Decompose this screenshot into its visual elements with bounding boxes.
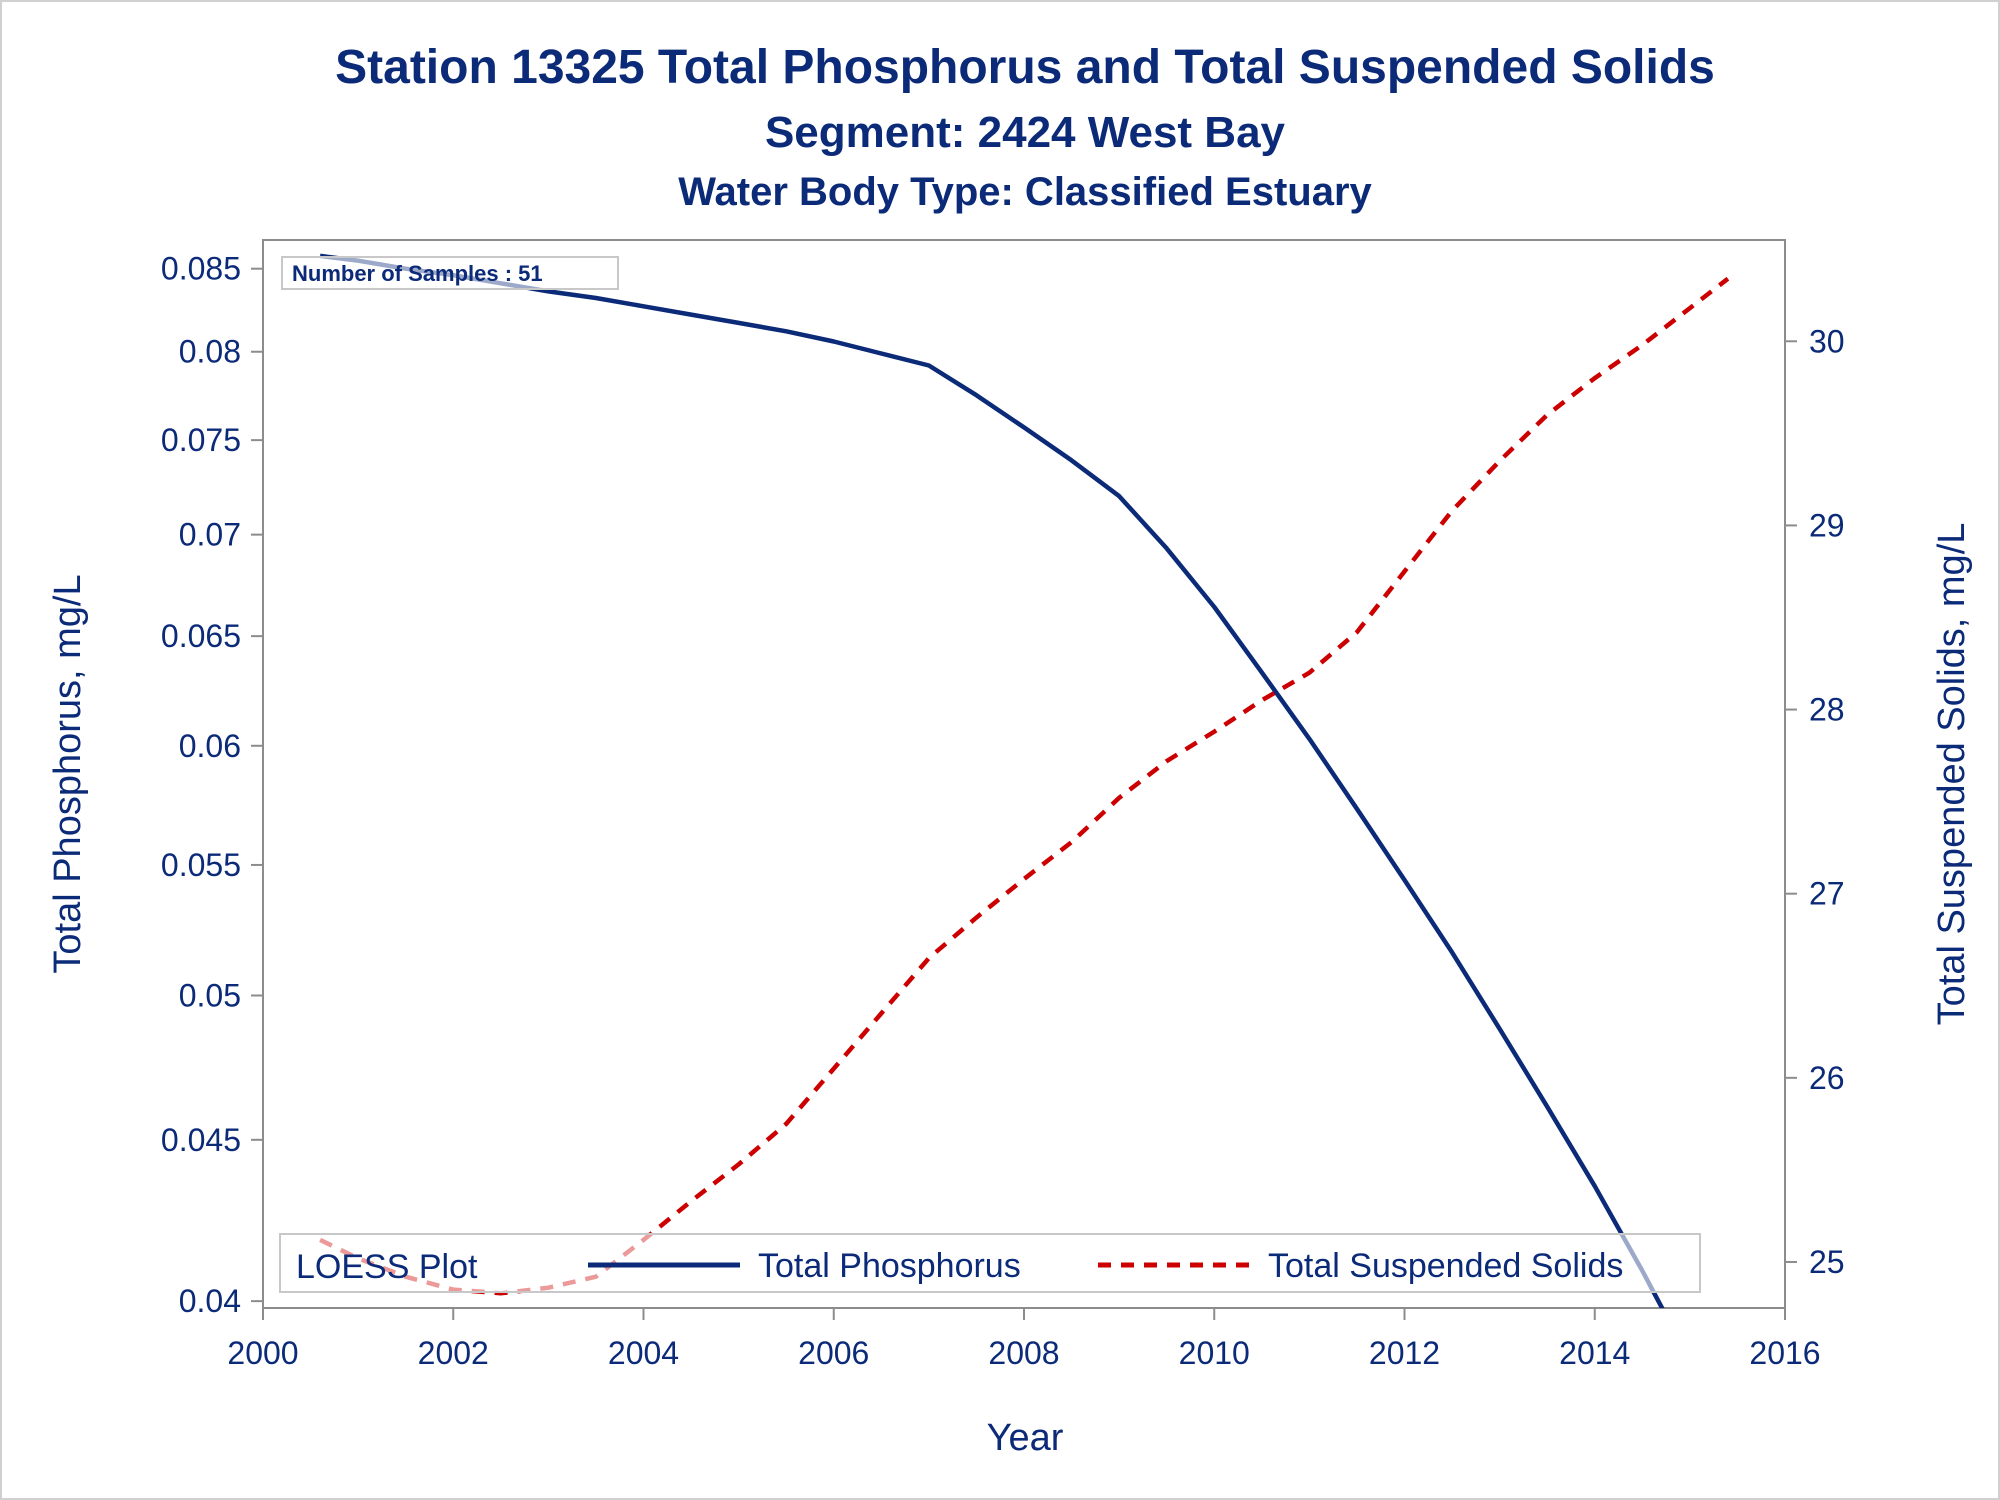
x-tick-label: 2000: [227, 1335, 298, 1371]
y2-tick-label: 27: [1809, 876, 1845, 912]
y2-tick-label: 25: [1809, 1244, 1845, 1280]
x-tick-label: 2002: [418, 1335, 489, 1371]
chart-title: Station 13325 Total Phosphorus and Total…: [335, 41, 1715, 94]
y2-axis-label: Total Suspended Solids, mg/L: [1931, 523, 1973, 1026]
legend-entry-total-suspended-solids: Total Suspended Solids: [1268, 1247, 1623, 1285]
y2-tick-label: 29: [1809, 507, 1845, 543]
chart-subtitle-2: Water Body Type: Classified Estuary: [678, 170, 1372, 214]
y-axis-label: Total Phosphorus, mg/L: [47, 574, 89, 973]
y-tick-label: 0.08: [179, 334, 241, 370]
x-tick-label: 2010: [1179, 1335, 1250, 1371]
y-tick-label: 0.055: [161, 847, 241, 883]
x-tick-label: 2012: [1369, 1335, 1440, 1371]
x-axis: 2000 2002 2004 2006 2008 2010 2012 2014 2016: [227, 1308, 1821, 1371]
y-axis-left: 0.04 0.045 0.05 0.055 0.06 0.065 0.07 0.075 0.08…: [161, 251, 263, 1319]
chart-subtitle: Segment: 2424 West Bay: [765, 108, 1286, 157]
x-tick-label: 2004: [608, 1335, 679, 1371]
x-axis-label: Year: [987, 1417, 1064, 1459]
legend-entry-total-phosphorus: Total Phosphorus: [758, 1247, 1021, 1285]
sample-count-annotation: Number of Samples : 51: [281, 256, 619, 290]
x-tick-label: 2016: [1749, 1335, 1820, 1371]
x-tick-label: 2014: [1559, 1335, 1630, 1371]
y-tick-label: 0.06: [179, 728, 241, 764]
x-tick-label: 2006: [798, 1335, 869, 1371]
y-tick-label: 0.05: [179, 977, 241, 1013]
y2-tick-label: 30: [1809, 323, 1845, 359]
y-tick-label: 0.075: [161, 422, 241, 458]
series-line-total-phosphorus: [319, 253, 1665, 1308]
legend-title: LOESS Plot: [296, 1248, 478, 1286]
y2-tick-label: 28: [1809, 692, 1845, 728]
y-tick-label: 0.045: [161, 1122, 241, 1158]
y-tick-label: 0.085: [161, 251, 241, 287]
legend: LOESS Plot Total Phosphorus Total Suspen…: [279, 1233, 1701, 1293]
y-tick-label: 0.04: [179, 1283, 241, 1319]
plot-area: [262, 239, 1786, 1309]
y2-tick-label: 26: [1809, 1060, 1845, 1096]
sample-count-text: Number of Samples : 51: [292, 261, 543, 286]
y-tick-label: 0.07: [179, 517, 241, 553]
x-tick-label: 2008: [988, 1335, 1059, 1371]
y-axis-right: 25 26 27 28 29 30: [1785, 323, 1845, 1280]
y-tick-label: 0.065: [161, 618, 241, 654]
